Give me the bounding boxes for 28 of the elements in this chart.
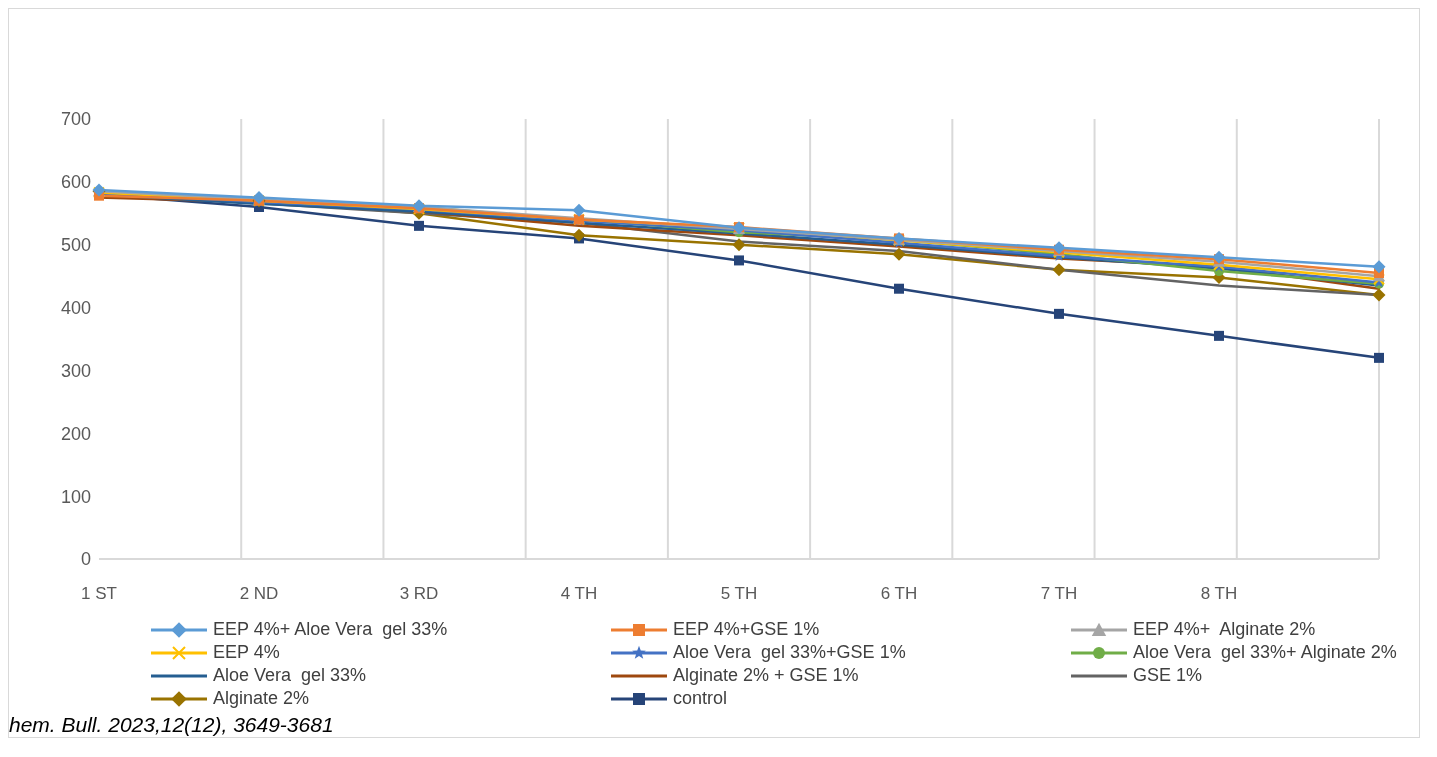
legend-label: Aloe Vera gel 33%+GSE 1% <box>673 642 906 663</box>
x-tick-label: 6 TH <box>880 584 918 604</box>
legend-label: Alginate 2% <box>213 688 310 709</box>
legend-label: EEP 4%+ Aloe Vera gel 33% <box>213 619 448 640</box>
y-tick-label: 0 <box>80 549 91 570</box>
legend-label: GSE 1% <box>1133 665 1203 686</box>
y-tick-label: 400 <box>60 297 91 318</box>
text: hem. Bull. 2023,12(12), 3649-3681 <box>9 713 335 737</box>
legend-label: Aloe Vera gel 33%+ Alginate 2% <box>1133 642 1397 663</box>
x-tick-label: 2 ND <box>239 584 279 604</box>
y-tick-label: 700 <box>60 109 91 130</box>
legend-label: Alginate 2% + GSE 1% <box>673 665 859 686</box>
x-tick-label: 4 TH <box>560 584 598 604</box>
legend-label: EEP 4%+ Alginate 2% <box>1133 619 1316 640</box>
x-tick-label: 3 RD <box>399 584 439 604</box>
y-tick-label: 600 <box>60 172 91 193</box>
legend-label: EEP 4%+GSE 1% <box>673 619 820 640</box>
legend-label: EEP 4% <box>213 642 280 663</box>
y-tick-label: 200 <box>60 423 91 444</box>
x-tick-label: 1 ST <box>81 584 117 604</box>
x-tick-label: 8 TH <box>1200 584 1238 604</box>
legend-label: Aloe Vera gel 33% <box>213 665 367 686</box>
y-tick-label: 500 <box>60 235 91 256</box>
y-tick-label: 100 <box>60 486 91 507</box>
y-tick-label: 300 <box>60 360 91 381</box>
legend-label: control <box>673 688 728 709</box>
x-tick-label: 7 TH <box>1040 584 1078 604</box>
x-tick-label: 5 TH <box>720 584 758 604</box>
